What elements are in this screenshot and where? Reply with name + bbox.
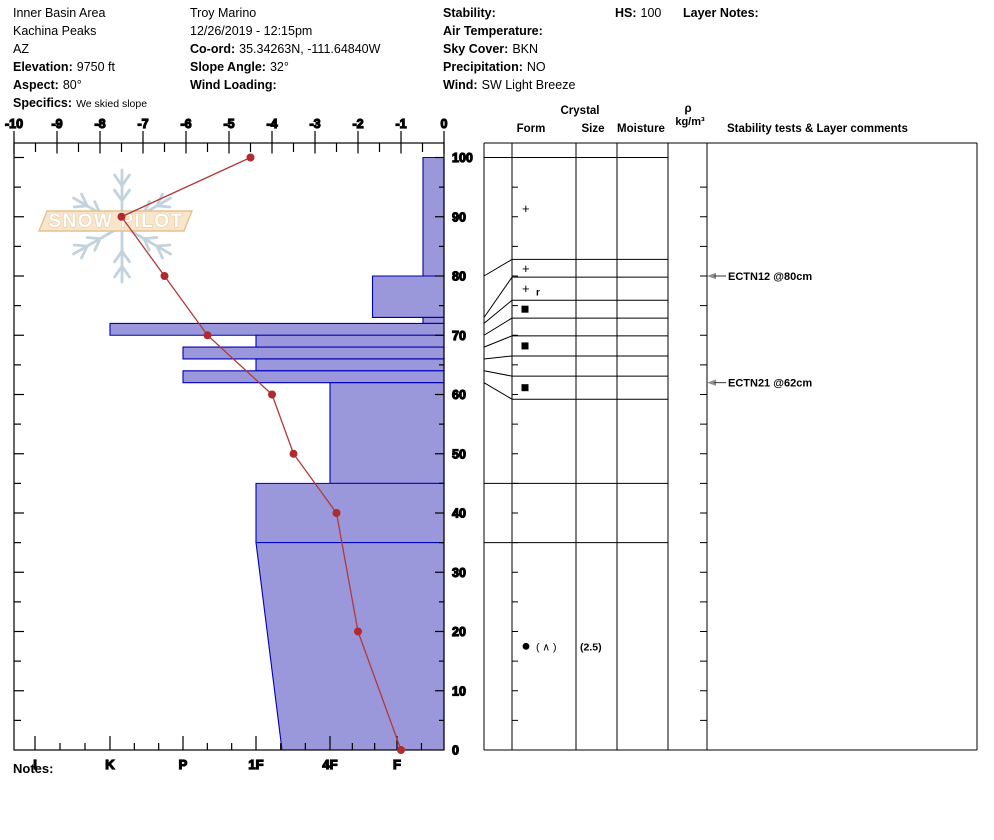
notes-label: Notes: (13, 761, 54, 776)
hardness-axis-label: 1F (248, 757, 263, 772)
depth-axis-label: 20 (452, 625, 466, 639)
observation-info-block: Troy Marino 12/26/2019 - 12:15pm Co-ord:… (190, 4, 380, 94)
observation-datetime: 12/26/2019 - 12:15pm (190, 24, 313, 38)
snowpilot-logo: SNOW PILOT (37, 168, 194, 284)
layer-bar (371, 275, 445, 319)
hs-field: HS: 100 (615, 6, 662, 20)
layer-bar (109, 322, 445, 336)
layer-bar (422, 316, 445, 324)
temp-axis-label: -9 (51, 117, 62, 131)
layer-bar (182, 370, 445, 384)
hardness-axis-label: 4F (322, 757, 337, 772)
size-header: Size (581, 123, 605, 135)
form-header: Form (516, 123, 546, 135)
depth-axis-label: 60 (452, 388, 466, 402)
svg-text:+: + (522, 201, 530, 216)
hardness-axis-label: I (33, 757, 37, 772)
layer-bar (255, 334, 445, 348)
temperature-point (332, 509, 341, 517)
weather-info-block: Stability: Air Temperature: Sky Cover: BK… (443, 4, 575, 94)
logo-text: SNOW PILOT (48, 211, 183, 232)
temperature-profile (117, 153, 405, 754)
temp-axis-label: -3 (309, 117, 320, 131)
temp-axis-label: -4 (266, 117, 277, 131)
svg-text:+: + (522, 261, 530, 276)
depth-axis-label: 50 (452, 447, 466, 461)
stability-field: Stability: (443, 6, 496, 20)
temp-axis-label: -8 (94, 117, 105, 131)
temp-axis-label: 0 (441, 117, 448, 131)
temp-axis-label: -5 (223, 117, 234, 131)
svg-text:r: r (536, 288, 540, 299)
depth-axis-label: 30 (452, 566, 466, 580)
temperature-point (397, 746, 405, 754)
crystal-panel (483, 142, 978, 751)
layer-bar (255, 542, 445, 751)
depth-axis-label: 100 (452, 151, 473, 165)
temp-axis-label: -7 (137, 117, 148, 131)
stability-test-label: ECTN12 @80cm (728, 271, 812, 283)
slope-angle: Slope Angle: 32° (190, 60, 289, 74)
svg-text:( ∧ ): ( ∧ ) (536, 641, 557, 653)
svg-text:+: + (522, 281, 530, 296)
temp-axis-label: -1 (395, 117, 406, 131)
hardness-axis-label: P (179, 757, 188, 772)
stability-tests: ECTN12 @80cm ECTN21 @62cm (707, 271, 812, 390)
site-aspect: Aspect: 80° (13, 78, 82, 92)
density-symbol: ρ (684, 103, 692, 115)
site-info-block: Inner Basin Area Kachina Peaks AZ Elevat… (13, 4, 147, 113)
stability-tests-header: Stability tests & Layer comments (727, 123, 908, 135)
temperature-point (289, 449, 298, 458)
hardness-bars (109, 156, 445, 751)
temperature-point (246, 153, 255, 162)
layer-bar (255, 358, 445, 372)
hardness-axis-label: K (105, 757, 115, 772)
depth-axis-label: 70 (452, 329, 466, 343)
site-area: Inner Basin Area (13, 6, 106, 20)
site-range: Kachina Peaks (13, 24, 97, 38)
temperature-point (160, 272, 169, 280)
observer-name: Troy Marino (190, 6, 257, 20)
depth-axis-label: 90 (452, 210, 466, 224)
temperature-point (268, 390, 276, 399)
density-units: kg/m³ (675, 116, 705, 128)
site-state: AZ (13, 42, 29, 56)
coordinates: Co-ord: 35.34263N, -111.64840W (190, 42, 381, 56)
logo-banner (37, 210, 194, 232)
temperature-point (203, 331, 212, 340)
hardness-axis-label: F (393, 757, 401, 772)
temp-axis-label: -2 (352, 117, 363, 131)
wind-field: Wind: SW Light Breeze (443, 78, 576, 92)
temp-axis-label: -10 (5, 117, 23, 131)
svg-text:(2.5): (2.5) (580, 641, 602, 653)
site-elevation: Elevation: 9750 ft (13, 60, 115, 74)
precipitation-field: Precipitation: NO (443, 60, 546, 74)
depth-axis-label: 80 (452, 270, 466, 284)
layer-bar (329, 382, 445, 484)
grain-symbols: + + + r ( ∧ ) (2.5) (521, 201, 602, 653)
depth-axis-label: 10 (452, 684, 466, 698)
site-specifics: Specifics: We skied slope (13, 96, 148, 110)
depth-axis-label: 0 (452, 744, 459, 758)
layer-notes-header: Layer Notes: (683, 6, 759, 20)
wind-loading: Wind Loading: (190, 78, 277, 92)
test-arrow-icon (707, 272, 716, 280)
stability-test-label: ECTN21 @62cm (728, 378, 812, 390)
moisture-header: Moisture (617, 123, 665, 135)
air-temperature-field: Air Temperature: (443, 24, 543, 38)
layer-bar (255, 482, 445, 544)
temperature-point (354, 627, 362, 636)
temperature-point (117, 212, 126, 221)
sky-cover-field: Sky Cover: BKN (443, 42, 539, 56)
chart-axes: -10 -9 -8 -7 -6 -5 -4 -3 -2 -1 0010203040506070809… (4, 116, 473, 772)
depth-axis-label: 40 (452, 507, 466, 521)
temp-axis-label: -6 (180, 117, 191, 131)
test-arrow-icon (707, 379, 716, 386)
crystal-header: Crystal (560, 105, 600, 117)
